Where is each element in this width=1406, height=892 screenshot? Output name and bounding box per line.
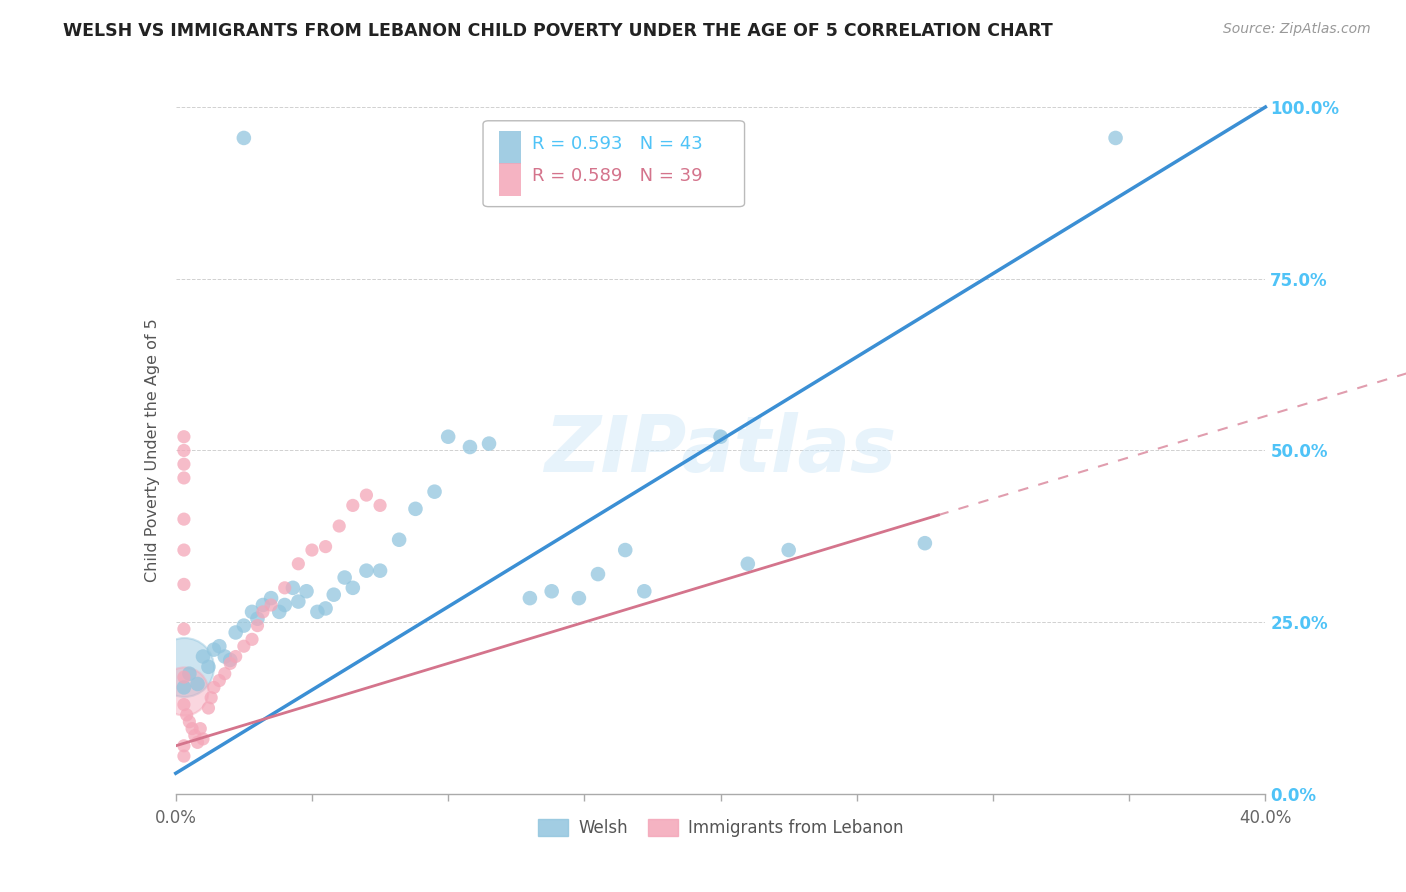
Point bbox=[269, 605, 291, 619]
Point bbox=[252, 598, 274, 612]
Point bbox=[368, 564, 391, 578]
Point bbox=[333, 570, 356, 584]
Point bbox=[173, 683, 195, 698]
Text: Source: ZipAtlas.com: Source: ZipAtlas.com bbox=[1223, 22, 1371, 37]
Point bbox=[188, 722, 211, 736]
Point bbox=[368, 499, 391, 513]
Point bbox=[281, 581, 304, 595]
Point bbox=[225, 649, 247, 664]
Point bbox=[173, 622, 195, 636]
Point bbox=[184, 729, 207, 743]
Point bbox=[260, 591, 283, 606]
Point bbox=[214, 666, 236, 681]
Point bbox=[614, 543, 637, 558]
Point bbox=[1104, 131, 1126, 145]
Point bbox=[356, 488, 378, 502]
Bar bbox=[499, 163, 522, 196]
Point bbox=[478, 436, 501, 450]
Point bbox=[240, 605, 263, 619]
Text: ZIPatlas: ZIPatlas bbox=[544, 412, 897, 489]
Point bbox=[225, 625, 247, 640]
Point bbox=[173, 457, 195, 471]
Text: WELSH VS IMMIGRANTS FROM LEBANON CHILD POVERTY UNDER THE AGE OF 5 CORRELATION CH: WELSH VS IMMIGRANTS FROM LEBANON CHILD P… bbox=[63, 22, 1053, 40]
Point bbox=[274, 598, 297, 612]
Point bbox=[437, 430, 460, 444]
Point bbox=[328, 519, 350, 533]
Point bbox=[202, 642, 225, 657]
Point bbox=[423, 484, 446, 499]
Point bbox=[342, 581, 364, 595]
Point bbox=[246, 618, 269, 632]
Point bbox=[405, 501, 427, 516]
Point bbox=[287, 594, 309, 608]
Point bbox=[568, 591, 591, 606]
Point bbox=[633, 584, 655, 599]
Point bbox=[176, 707, 198, 722]
Point bbox=[173, 512, 195, 526]
Point bbox=[519, 591, 541, 606]
Y-axis label: Child Poverty Under the Age of 5: Child Poverty Under the Age of 5 bbox=[145, 318, 160, 582]
Point bbox=[173, 543, 195, 558]
Point bbox=[173, 749, 195, 764]
Point bbox=[322, 588, 344, 602]
Legend: Welsh, Immigrants from Lebanon: Welsh, Immigrants from Lebanon bbox=[531, 813, 910, 844]
Point bbox=[219, 653, 242, 667]
Point bbox=[191, 731, 214, 746]
Point bbox=[173, 670, 195, 684]
Text: R = 0.593   N = 43: R = 0.593 N = 43 bbox=[531, 135, 703, 153]
Point bbox=[342, 499, 364, 513]
Point bbox=[301, 543, 323, 558]
Point bbox=[315, 540, 337, 554]
Point bbox=[173, 443, 195, 458]
Bar bbox=[499, 131, 522, 164]
Point bbox=[260, 598, 283, 612]
Point bbox=[197, 660, 219, 674]
Point bbox=[307, 605, 329, 619]
Point bbox=[181, 722, 204, 736]
Point bbox=[173, 660, 195, 674]
Point bbox=[458, 440, 481, 454]
Point bbox=[173, 430, 195, 444]
Point bbox=[200, 690, 222, 705]
FancyBboxPatch shape bbox=[484, 120, 745, 207]
Point bbox=[219, 657, 242, 671]
Point bbox=[191, 649, 214, 664]
Point bbox=[540, 584, 562, 599]
Point bbox=[173, 577, 195, 591]
Point bbox=[202, 681, 225, 695]
Point bbox=[274, 581, 297, 595]
Text: R = 0.589   N = 39: R = 0.589 N = 39 bbox=[531, 167, 703, 185]
Point bbox=[173, 471, 195, 485]
Point bbox=[240, 632, 263, 647]
Point bbox=[186, 735, 209, 749]
Point bbox=[232, 618, 254, 632]
Point bbox=[179, 714, 201, 729]
Point bbox=[586, 567, 609, 582]
Point bbox=[914, 536, 936, 550]
Point bbox=[173, 698, 195, 712]
Point bbox=[173, 739, 195, 753]
Point bbox=[214, 649, 236, 664]
Point bbox=[287, 557, 309, 571]
Point bbox=[179, 666, 201, 681]
Point bbox=[737, 557, 759, 571]
Point bbox=[388, 533, 411, 547]
Point bbox=[315, 601, 337, 615]
Point bbox=[197, 701, 219, 715]
Point bbox=[173, 681, 195, 695]
Point bbox=[208, 673, 231, 688]
Point bbox=[778, 543, 800, 558]
Point bbox=[232, 639, 254, 653]
Point bbox=[710, 430, 733, 444]
Point bbox=[252, 605, 274, 619]
Point bbox=[208, 639, 231, 653]
Point bbox=[356, 564, 378, 578]
Point bbox=[232, 131, 254, 145]
Point bbox=[186, 677, 209, 691]
Point bbox=[246, 612, 269, 626]
Point bbox=[295, 584, 318, 599]
